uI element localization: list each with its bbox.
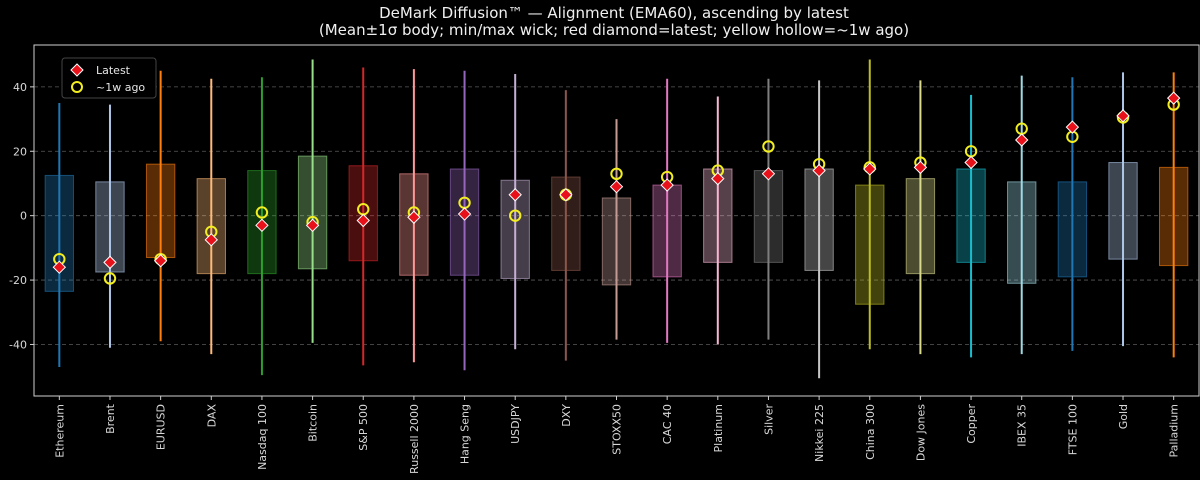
week-marker: [508, 209, 522, 222]
body-box: [44, 174, 75, 292]
x-tick-label: Copper: [965, 404, 978, 444]
legend-week-label: ~1w ago: [96, 81, 145, 94]
latest-marker: [153, 254, 168, 268]
x-tick-label: Russell 2000: [408, 404, 421, 474]
body-box: [1007, 181, 1037, 284]
x-tick-label: Brent: [104, 403, 117, 434]
body-box: [753, 170, 784, 263]
latest-marker: [508, 188, 522, 202]
latest-marker: [913, 160, 928, 175]
latest-marker: [255, 218, 269, 233]
latest-marker: [1166, 91, 1181, 105]
latest-marker: [559, 188, 573, 202]
x-tick-label: Platinum: [712, 404, 725, 452]
body-box: [652, 184, 682, 278]
latest-marker: [1116, 109, 1130, 123]
x-tick-label: Dow Jones: [914, 404, 927, 461]
latest-marker: [1065, 120, 1080, 134]
latest-marker: [609, 179, 624, 194]
body-box: [399, 173, 429, 276]
body-box: [449, 168, 480, 276]
body-box: [905, 178, 936, 275]
body-box: [601, 197, 632, 286]
body-box: [1057, 181, 1088, 278]
x-tick-label: Gold: [1117, 404, 1130, 429]
body-box: [1108, 162, 1138, 260]
latest-marker: [204, 233, 218, 247]
body-box: [348, 165, 378, 262]
x-tick-label: Ethereum: [53, 404, 66, 458]
legend-week-marker: [71, 81, 83, 93]
axes-frame: [33, 44, 1200, 397]
latest-marker: [1015, 133, 1029, 147]
x-tick-label: S&P 500: [357, 404, 370, 451]
x-tick-label: DXY: [560, 404, 573, 427]
x-tick-label: Silver: [762, 404, 775, 435]
plot-area: [44, 59, 1189, 379]
body-box: [145, 163, 176, 259]
week-marker: [610, 167, 623, 181]
x-tick-label: Bitcoin: [307, 404, 320, 442]
y-tick-label: 20: [13, 145, 27, 158]
x-tick-label: USDJPY: [509, 404, 522, 444]
x-tick-label: China 300: [864, 404, 877, 460]
latest-marker: [52, 260, 67, 274]
latest-marker: [711, 171, 725, 186]
chart-title: DeMark Diffusion™ — Alignment (EMA60), a…: [379, 4, 849, 22]
latest-marker: [103, 255, 117, 270]
legend-latest-label: Latest: [96, 64, 131, 77]
x-tick-label: DAX: [205, 404, 218, 428]
x-tick-label: Palladium: [1168, 404, 1181, 457]
x-tick-label: IBEX 35: [1016, 404, 1029, 447]
body-box: [804, 168, 834, 271]
x-tick-label: STOXX50: [611, 404, 624, 455]
y-axis: -40 -20 0 20 40: [9, 81, 34, 351]
legend-latest-marker: [70, 63, 84, 77]
x-tick-label: FTSE 100: [1066, 404, 1079, 455]
x-tick-label: Hang Seng: [459, 404, 472, 464]
x-tick-label: Nasdaq 100: [256, 404, 269, 470]
latest-marker: [356, 213, 370, 228]
latest-marker: [305, 218, 320, 233]
body-box: [297, 155, 328, 270]
body-box: [1158, 166, 1189, 267]
y-tick-label: -20: [9, 274, 27, 287]
latest-marker: [812, 163, 826, 178]
week-marker: [103, 272, 117, 285]
chart-subtitle: (Mean±1σ body; min/max wick; red diamond…: [319, 21, 909, 39]
latest-marker: [863, 162, 877, 176]
latest-marker: [457, 207, 472, 221]
legend-box: [61, 57, 157, 99]
week-marker: [255, 206, 269, 219]
y-tick-label: 0: [20, 210, 27, 223]
legend: Latest ~1w ago: [61, 57, 157, 99]
latest-marker: [407, 210, 421, 224]
x-tick-label: EURUSD: [155, 404, 168, 450]
latest-marker: [964, 155, 978, 170]
body-box: [855, 184, 885, 305]
x-axis: Ethereum Brent EURUSD DAX Nasdaq 100 Bitcoin S…: [53, 396, 1181, 474]
latest-marker: [660, 178, 674, 192]
week-marker: [762, 140, 775, 153]
y-tick-label: 40: [13, 81, 27, 94]
body-box: [956, 168, 986, 263]
latest-marker: [761, 167, 776, 181]
x-tick-label: Nikkei 225: [813, 404, 826, 462]
y-tick-label: -40: [9, 338, 27, 351]
x-tick-label: CAC 40: [661, 404, 674, 444]
